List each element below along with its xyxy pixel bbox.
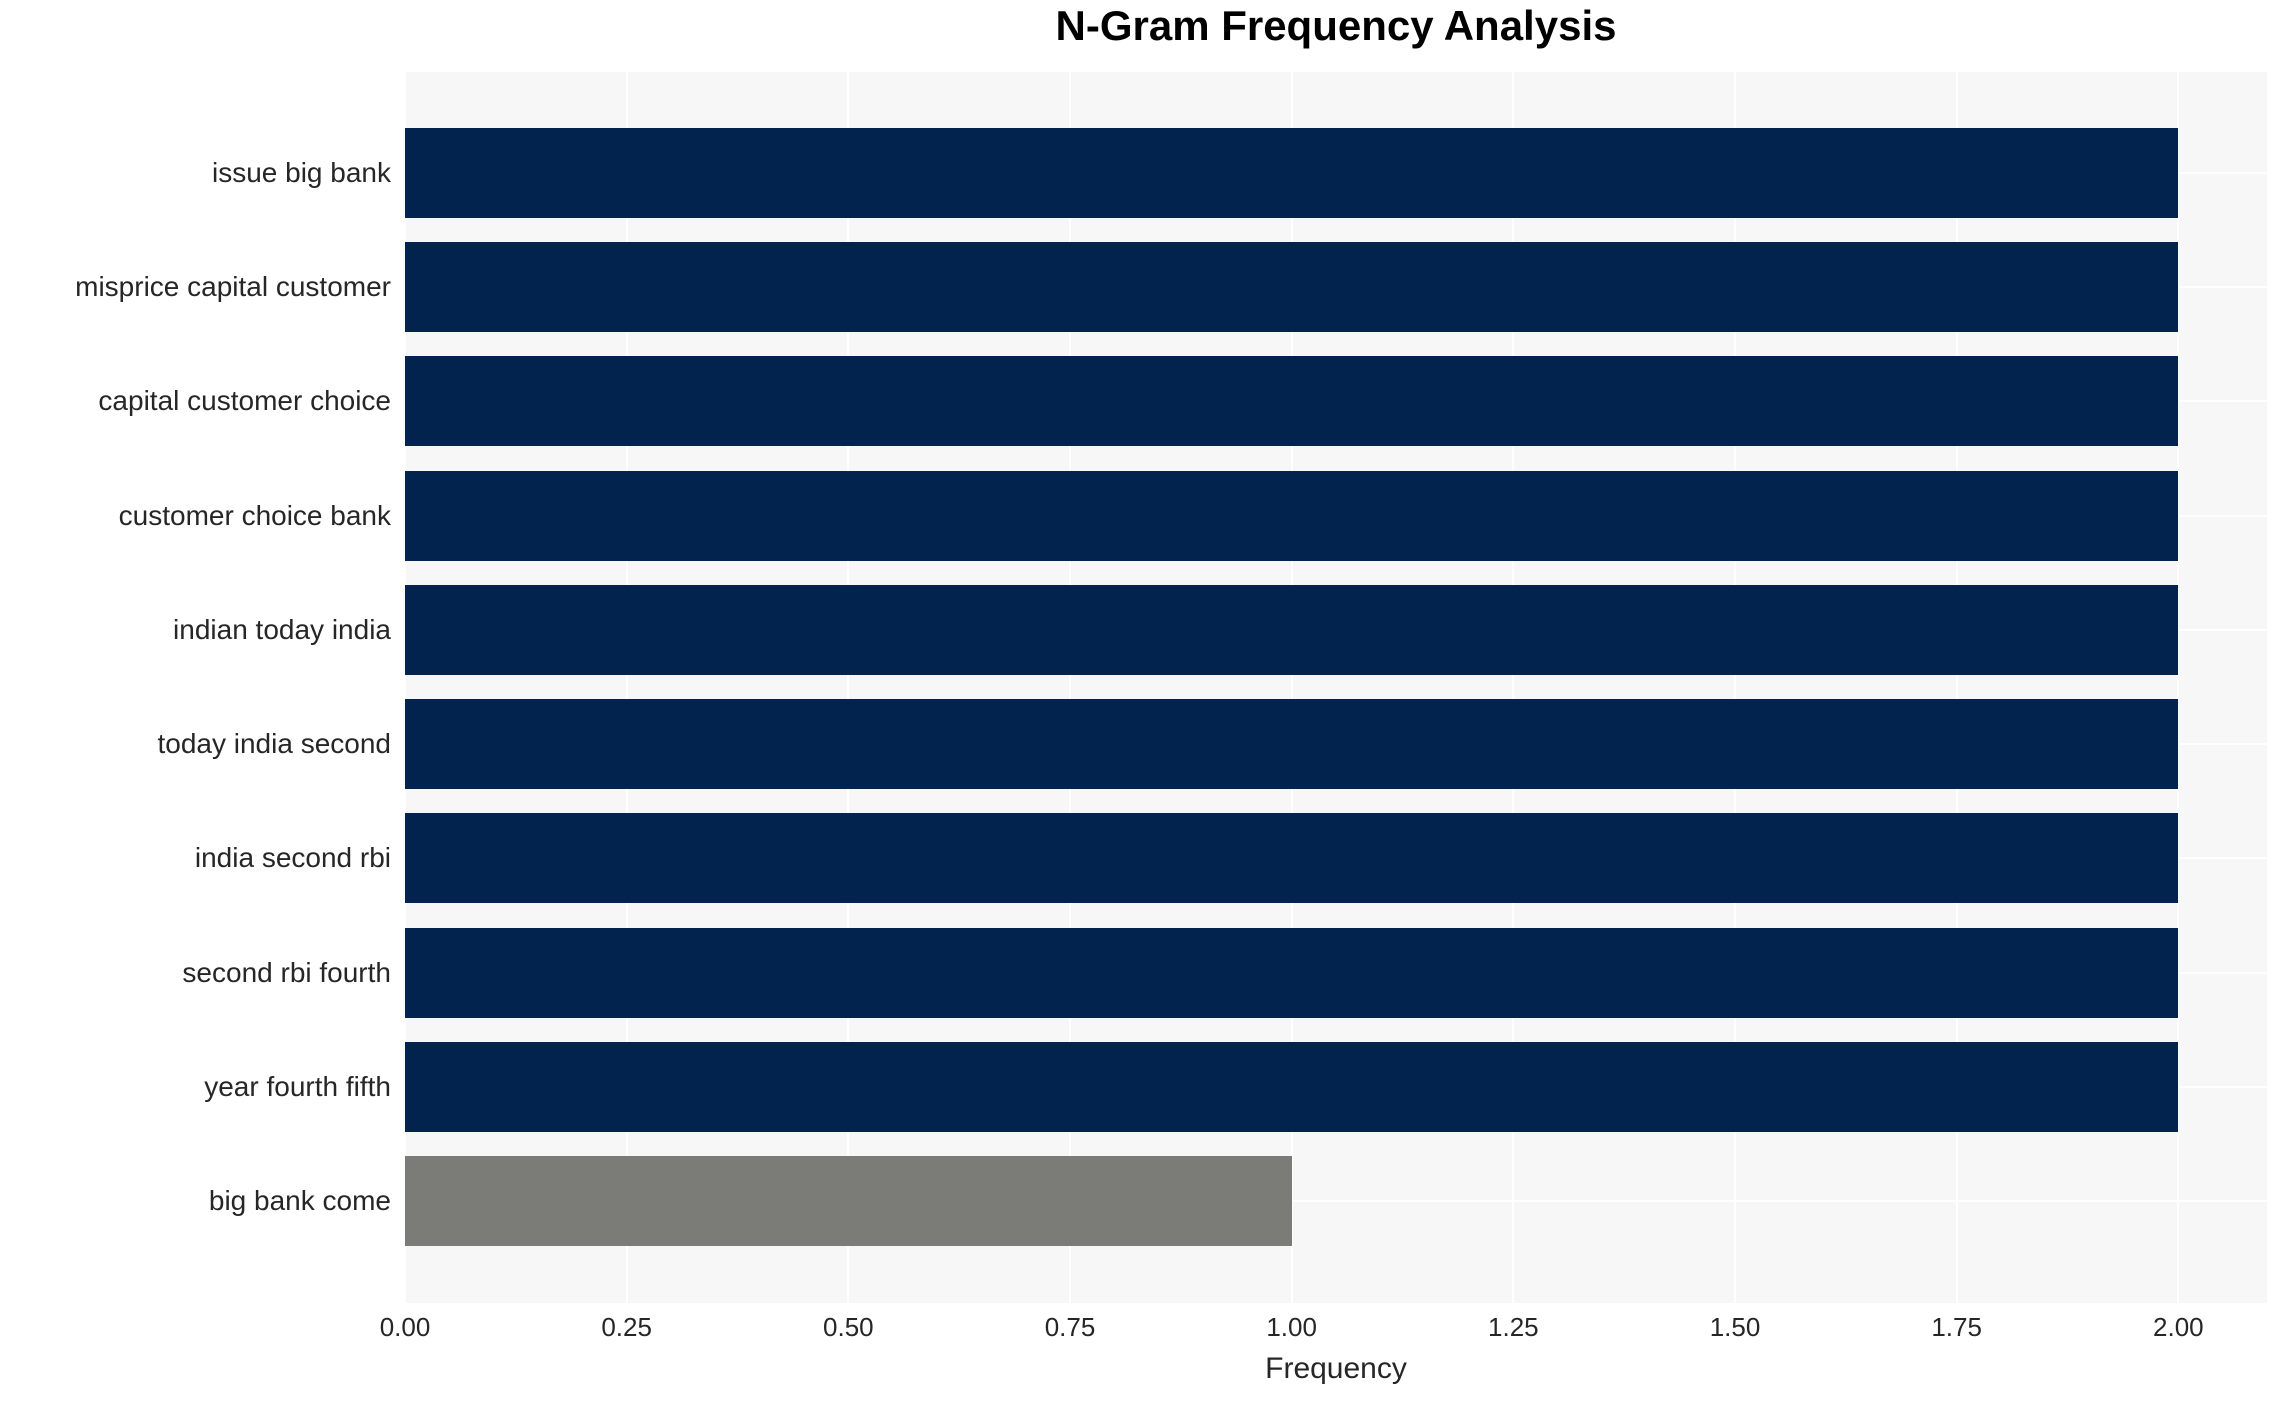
- horizontal-gridline: [405, 1199, 2267, 1202]
- bar-track: [405, 470, 2267, 561]
- bar: [405, 242, 2179, 333]
- bar-row: india second rbi: [0, 813, 2267, 904]
- bar: [405, 470, 2179, 561]
- bar-row: issue big bank: [0, 128, 2267, 218]
- bar-row: big bank come: [0, 1155, 2267, 1246]
- x-tick-label: 1.25: [1488, 1312, 1539, 1342]
- vertical-gridline: [2177, 72, 2180, 1303]
- x-tick-label: 1.75: [1931, 1312, 1982, 1342]
- bar-row: year fourth fifth: [0, 1041, 2267, 1132]
- x-tick-label: 0.50: [823, 1312, 874, 1342]
- bar: [405, 128, 2179, 218]
- vertical-gridline: [1734, 72, 1736, 1303]
- x-tick-label: 1.00: [1266, 1312, 1317, 1342]
- bar-row: second rbi fourth: [0, 927, 2267, 1018]
- y-axis-label: today india second: [157, 728, 391, 760]
- bar: [405, 813, 2179, 904]
- bar-track: [405, 584, 2267, 675]
- vertical-gridline: [1955, 72, 1958, 1303]
- bar-rows: issue big bank misprice capital customer c…: [0, 72, 2267, 1303]
- x-tick-label: 0.75: [1044, 1312, 1096, 1342]
- bar: [405, 1041, 2179, 1132]
- bar-track: [405, 1155, 2267, 1246]
- bar-track: [405, 1041, 2267, 1132]
- bar-row: misprice capital customer: [0, 242, 2267, 333]
- vertical-gridline: [1290, 72, 1293, 1303]
- vertical-gridline: [847, 72, 850, 1303]
- bar: [405, 927, 2179, 1018]
- bar: [405, 1155, 1292, 1246]
- y-axis-label: misprice capital customer: [75, 271, 391, 303]
- bar: [405, 356, 2179, 447]
- vertical-gridline: [625, 72, 628, 1303]
- bar-track: [405, 128, 2267, 218]
- bar-track: [405, 699, 2267, 790]
- y-axis-label: issue big bank: [211, 157, 391, 188]
- y-axis-label: second rbi fourth: [182, 956, 391, 988]
- x-tick-label: 1.50: [1709, 1312, 1761, 1342]
- x-axis-label: Frequency: [1265, 1352, 1407, 1385]
- bar-row: today india second: [0, 699, 2267, 790]
- y-axis-label: capital customer choice: [98, 385, 391, 417]
- bar: [405, 699, 2179, 790]
- bar-row: customer choice bank: [0, 470, 2267, 561]
- y-axis-label: india second rbi: [194, 842, 391, 874]
- y-axis-label: year fourth fifth: [204, 1070, 391, 1102]
- x-tick-label: 0.25: [601, 1312, 652, 1342]
- vertical-gridline: [1069, 72, 1071, 1303]
- bar-track: [405, 356, 2267, 447]
- y-axis-label: customer choice bank: [118, 499, 391, 531]
- bar-track: [405, 813, 2267, 904]
- vertical-gridline: [404, 72, 406, 1303]
- vertical-gridline: [1512, 72, 1515, 1303]
- x-tick-label: 2.00: [2153, 1312, 2204, 1342]
- y-axis-label: big bank come: [208, 1184, 391, 1216]
- y-axis-label: indian today india: [173, 613, 391, 645]
- x-tick-label: 0.00: [379, 1312, 431, 1342]
- bar-row: capital customer choice: [0, 356, 2267, 447]
- x-axis-ticks: 0.00 0.25 0.50 0.75 1.00 1.25 1.50 1.75 2.00: [380, 1312, 2267, 1348]
- bar: [405, 584, 2179, 675]
- bar-row: indian today india: [0, 584, 2267, 675]
- bar-track: [405, 242, 2267, 333]
- chart-title: N-Gram Frequency Analysis: [1055, 2, 1617, 49]
- bar-track: [405, 927, 2267, 1018]
